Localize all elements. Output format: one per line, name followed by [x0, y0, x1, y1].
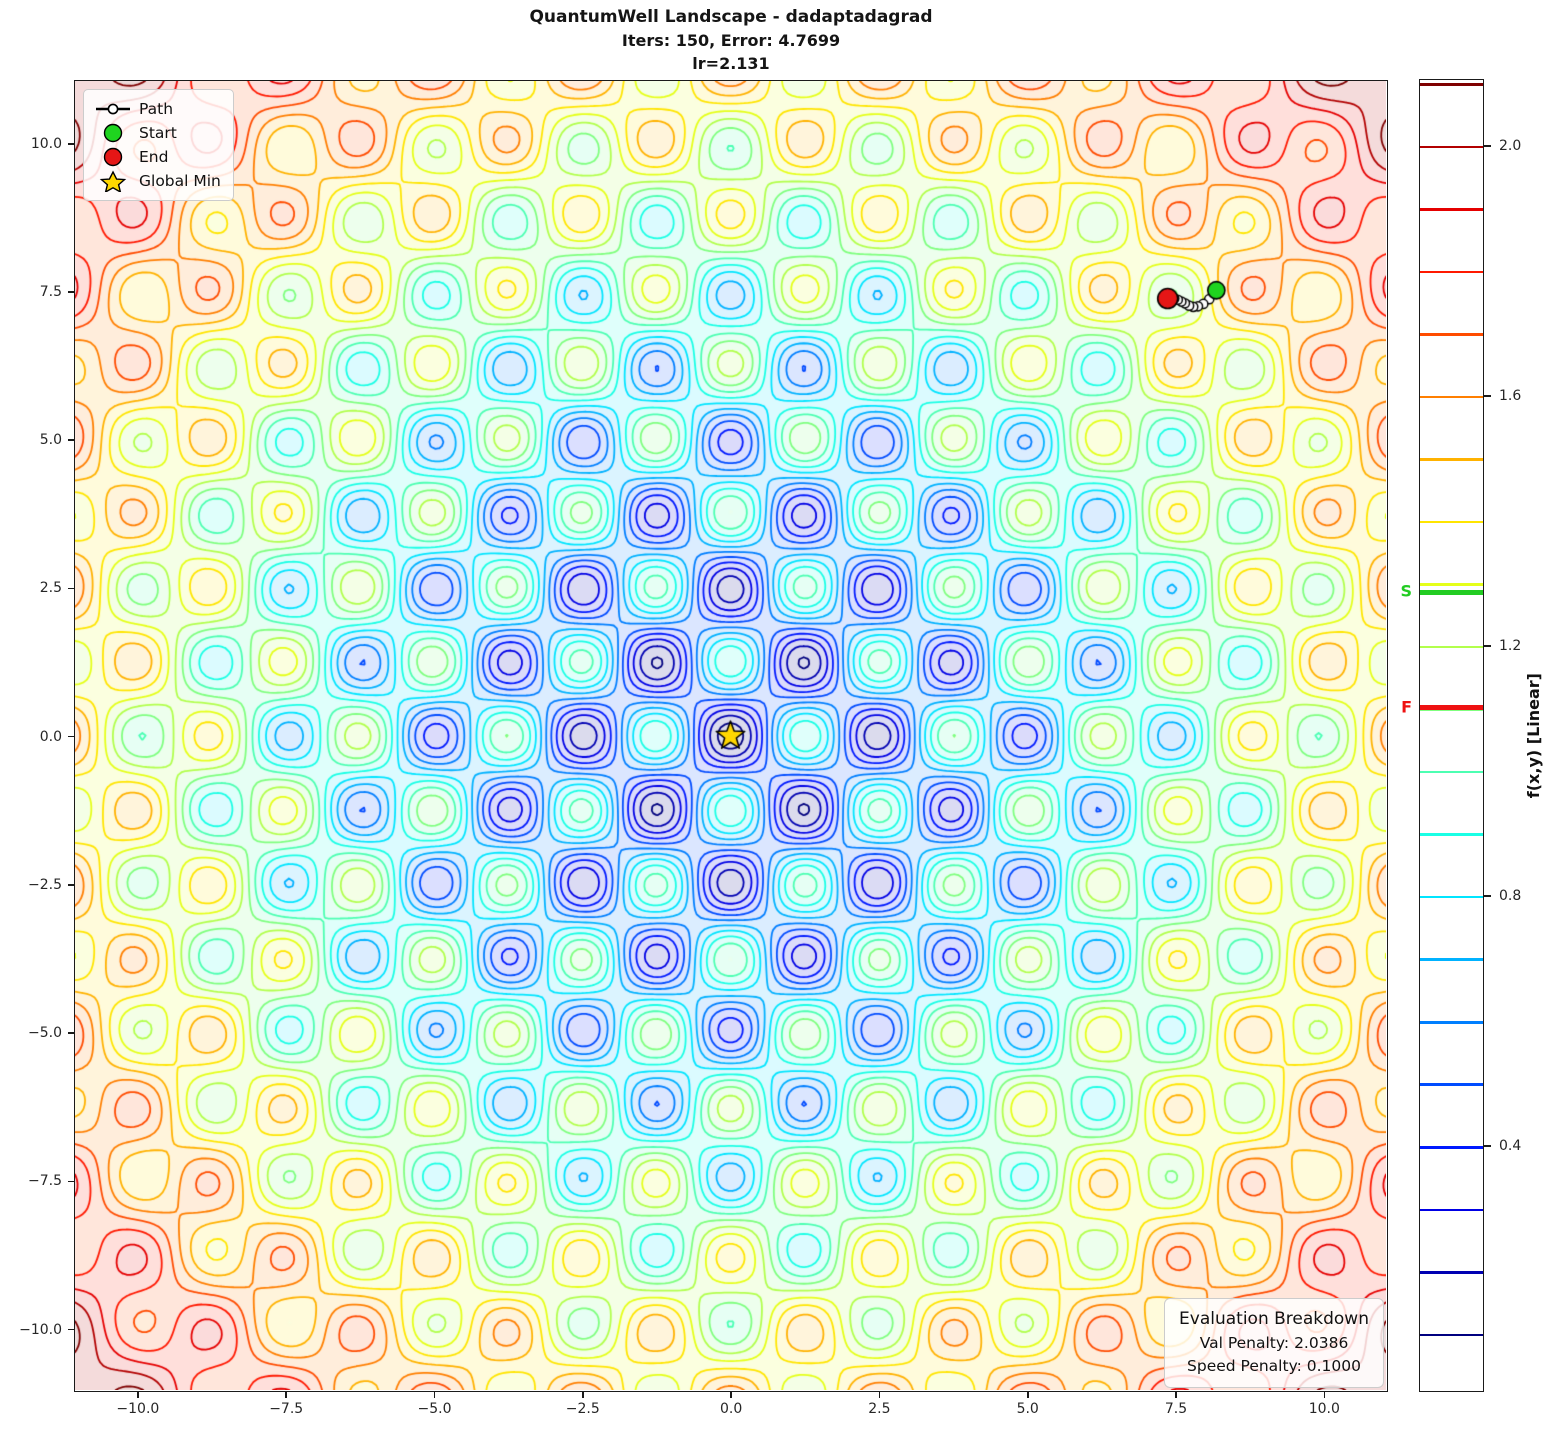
y-tick-label: 7.5	[39, 284, 62, 301]
y-tick-mark	[68, 1180, 74, 1183]
chart-title: QuantumWell Landscape - dadaptadagrad	[529, 7, 933, 27]
colorbar-tick-label: 0.4	[1499, 1138, 1522, 1155]
colorbar-tick-mark	[1484, 895, 1491, 897]
colorbar-tick-mark	[1484, 145, 1491, 147]
x-tick-label: 5.0	[1016, 1401, 1039, 1417]
speed-penalty-text: Speed Penalty: 0.1000	[1187, 1357, 1361, 1375]
x-tick-mark	[1175, 1392, 1177, 1398]
y-tick-label: 2.5	[39, 580, 62, 597]
colorbar-level-line	[1420, 83, 1483, 86]
evaluation-breakdown-box: Evaluation Breakdown Val Penalty: 2.0386…	[1164, 1298, 1384, 1388]
colorbar-level-line	[1420, 1271, 1483, 1274]
colorbar-level-line	[1420, 520, 1483, 524]
legend-label-start: Start	[139, 124, 177, 142]
colorbar-axis-label: f(x,y) [Linear]	[1518, 79, 1548, 1392]
legend-item-path: Path	[93, 97, 221, 121]
colorbar-level-line	[1420, 458, 1483, 461]
colorbar-level-line	[1420, 1208, 1483, 1212]
legend-label-end: End	[139, 148, 169, 166]
colorbar-level-line	[1420, 208, 1483, 211]
colorbar-level-line	[1420, 645, 1483, 649]
colorbar-s-label: S	[1400, 581, 1412, 601]
x-tick-mark	[1026, 1392, 1029, 1398]
y-tick-mark	[68, 439, 74, 442]
colorbar-tick-mark	[1484, 395, 1491, 397]
colorbar-level-line	[1420, 1020, 1483, 1024]
legend-item-start: Start	[93, 121, 221, 145]
legend-label-path: Path	[139, 100, 174, 118]
x-tick-mark	[137, 1392, 139, 1398]
colorbar-level-line	[1420, 145, 1483, 149]
colorbar-tick-mark	[1484, 645, 1491, 647]
y-tick-mark	[68, 291, 74, 293]
contour-canvas	[75, 81, 1386, 1390]
colorbar-s-line	[1420, 589, 1483, 595]
legend-label-global-min: Global Min	[139, 172, 221, 190]
colorbar-level-line	[1420, 333, 1483, 336]
y-tick-mark	[68, 884, 74, 886]
legend-item-end: End	[93, 145, 221, 169]
colorbar-tick-mark	[1484, 1145, 1491, 1148]
x-tick-mark	[581, 1392, 584, 1398]
colorbar-level-line	[1420, 583, 1483, 586]
x-tick-mark	[285, 1392, 287, 1398]
colorbar-f-line	[1420, 705, 1483, 711]
x-tick-mark	[878, 1392, 881, 1398]
x-tick-mark	[730, 1392, 732, 1398]
y-tick-mark	[68, 1328, 74, 1331]
colorbar-level-line	[1420, 895, 1483, 899]
colorbar-tick-label: 1.2	[1499, 638, 1522, 655]
y-tick-label: −2.5	[28, 876, 62, 893]
y-tick-mark	[68, 735, 74, 738]
x-tick-mark	[433, 1392, 436, 1398]
y-tick-mark	[68, 1032, 74, 1034]
x-tick-label: −5.0	[417, 1401, 452, 1417]
colorbar-tick-label: 1.6	[1499, 387, 1522, 404]
colorbar-level-line	[1420, 1145, 1483, 1149]
contour-plot-area: Path Start End Global Min	[74, 80, 1388, 1392]
legend-item-global-min: Global Min	[93, 169, 221, 193]
evaluation-breakdown-title: Evaluation Breakdown	[1179, 1309, 1369, 1329]
y-tick-mark	[68, 143, 74, 145]
x-tick-mark	[1323, 1392, 1326, 1398]
x-tick-label: −10.0	[116, 1401, 160, 1417]
x-tick-label: 7.5	[1164, 1401, 1188, 1417]
colorbar-axis-label-text: f(x,y) [Linear]	[1523, 672, 1543, 799]
colorbar-level-line	[1420, 395, 1483, 399]
colorbar-level-line	[1420, 270, 1483, 274]
global-min-star-icon	[93, 170, 133, 192]
y-tick-label: 5.0	[39, 432, 62, 449]
colorbar	[1419, 79, 1484, 1392]
title-block: QuantumWell Landscape - dadaptadagrad It…	[74, 5, 1388, 75]
y-tick-label: 0.0	[39, 728, 62, 745]
chart-subtitle: Iters: 150, Error: 4.7699	[621, 31, 841, 50]
colorbar-tick-label: 2.0	[1499, 137, 1522, 154]
path-line-marker-icon	[93, 102, 133, 116]
colorbar-level-line	[1420, 833, 1483, 836]
y-tick-label: 10.0	[30, 135, 62, 152]
y-tick-label: −10.0	[19, 1321, 62, 1338]
x-tick-label: 0.0	[719, 1401, 743, 1417]
colorbar-tick-label: 0.8	[1499, 888, 1522, 905]
x-tick-label: −7.5	[269, 1401, 304, 1417]
chart-lr-line: lr=2.131	[692, 54, 770, 73]
colorbar-level-line	[1420, 958, 1483, 961]
x-tick-label: 10.0	[1308, 1401, 1340, 1417]
colorbar-level-line	[1420, 770, 1483, 774]
x-tick-label: 2.5	[868, 1401, 891, 1417]
x-tick-label: −2.5	[565, 1401, 600, 1417]
y-tick-mark	[68, 587, 74, 590]
colorbar-f-label: F	[1401, 697, 1412, 717]
val-penalty-text: Val Penalty: 2.0386	[1199, 1334, 1349, 1352]
end-circle-icon	[93, 147, 133, 167]
colorbar-level-line	[1420, 1083, 1483, 1087]
y-tick-label: −7.5	[28, 1173, 62, 1190]
y-tick-label: −5.0	[28, 1025, 62, 1042]
legend: Path Start End Global Min	[83, 89, 234, 201]
colorbar-level-line	[1420, 1333, 1483, 1337]
start-circle-icon	[93, 123, 133, 143]
